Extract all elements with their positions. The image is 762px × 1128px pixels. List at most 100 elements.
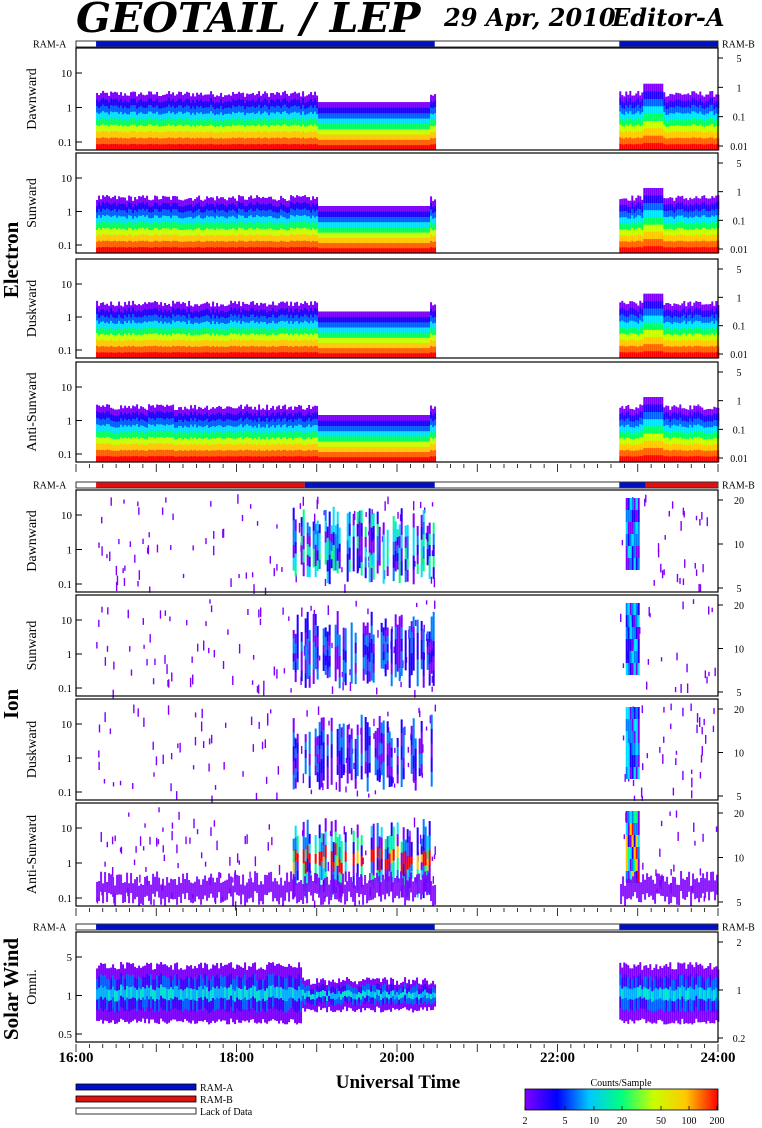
spectrogram-cell (354, 216, 357, 223)
spectrogram-cell (322, 144, 325, 151)
spectrogram-cell (100, 309, 103, 316)
spectrogram-cell (320, 128, 323, 135)
spectrogram-cell (250, 112, 253, 120)
spectrogram-cell (102, 233, 105, 241)
spectrogram-cell (184, 303, 187, 310)
spectrogram-cell (378, 144, 381, 151)
spectrogram-cell (675, 222, 678, 229)
spectrogram-cell (102, 110, 105, 118)
spectrogram-cell (292, 124, 295, 132)
spectrogram-cell (621, 210, 624, 218)
spectrogram-cell (322, 123, 325, 130)
spectrogram-cell (170, 340, 173, 348)
spectrogram-cell (653, 216, 656, 225)
spectrogram-cell (418, 144, 421, 151)
spectrogram-cell (282, 117, 285, 125)
spectrogram-cell (426, 216, 429, 223)
spectrogram-cell (715, 112, 718, 120)
spectrogram-cell (703, 96, 706, 104)
spectrogram-cell (250, 137, 253, 145)
spectrogram-cell (432, 212, 435, 219)
spectrogram-cell (348, 247, 351, 254)
spectrogram-cell (114, 227, 117, 235)
spectrogram-cell (290, 351, 293, 359)
spectrogram-cell (392, 118, 395, 124)
spectrogram-cell (322, 102, 325, 108)
spectrogram-cell (358, 211, 361, 217)
spectrogram-cell (136, 346, 139, 353)
spectrogram-cell (703, 114, 706, 121)
spectrogram-cell (298, 352, 301, 359)
spectrogram-cell (350, 134, 353, 140)
spectrogram-cell (226, 206, 229, 213)
spectrogram-cell (218, 346, 221, 353)
spectrogram-cell (238, 320, 241, 328)
spectrogram-cell (631, 143, 634, 151)
spectrogram-cell (252, 351, 255, 359)
spectrogram-cell (348, 226, 351, 233)
spectrogram-cell (266, 306, 269, 313)
spectrogram-cell (96, 124, 99, 132)
spectrogram-cell (677, 221, 680, 229)
spectrogram-cell (356, 206, 359, 212)
spectrogram-cell (284, 223, 287, 230)
spectrogram-cell (332, 118, 335, 124)
spectrogram-cell (685, 246, 688, 254)
spectrogram-cell (310, 111, 313, 119)
spectrogram-cell (320, 206, 323, 212)
spectrogram-cell (631, 201, 634, 209)
spectrogram-cell (300, 209, 303, 216)
spectrogram-cell (200, 241, 203, 248)
spectrogram-cell (643, 135, 646, 144)
spectrogram-cell (210, 197, 213, 204)
spectrogram-cell (208, 119, 211, 126)
spectrogram-cell (252, 118, 255, 126)
spectrogram-cell (194, 205, 197, 212)
spectrogram-cell (657, 120, 660, 129)
spectrogram-cell (244, 327, 247, 335)
spectrogram-cell (643, 142, 646, 151)
spectrogram-cell (182, 229, 185, 236)
spectrogram-cell (679, 93, 682, 101)
spectrogram-cell (312, 352, 315, 359)
spectrogram-cell (408, 128, 411, 135)
spectrogram-cell (368, 232, 371, 238)
spectrogram-cell (316, 196, 319, 204)
spectrogram-cell (404, 211, 407, 217)
spectrogram-cell (154, 307, 157, 315)
spectrogram-cell (302, 117, 305, 125)
spectrogram-cell (140, 111, 143, 119)
spectrogram-cell (659, 209, 662, 218)
spectrogram-cell (176, 125, 179, 132)
spectrogram-cell (98, 227, 101, 235)
spectrogram-cell (158, 310, 161, 317)
spectrogram-cell (128, 201, 131, 209)
spectrogram-cell (230, 222, 233, 229)
spectrogram-cell (186, 317, 189, 325)
spectrogram-cell (396, 211, 399, 217)
spectrogram-cell (130, 334, 133, 341)
spectrogram-cell (306, 321, 309, 328)
spectrogram-cell (390, 118, 393, 124)
spectrogram-cell (649, 209, 652, 218)
spectrogram-cell (160, 308, 163, 316)
spectrogram-cell (645, 113, 648, 122)
spectrogram-cell (318, 216, 321, 223)
spectrogram-cell (210, 203, 213, 211)
spectrogram-cell (266, 204, 269, 211)
spectrogram-cell (270, 310, 273, 318)
spectrogram-cell (278, 309, 281, 316)
spectrogram-cell (156, 333, 159, 340)
spectrogram-cell (300, 309, 303, 316)
spectrogram-cell (138, 246, 141, 254)
spectrogram-cell (274, 328, 277, 336)
spectrogram-cell (392, 134, 395, 140)
spectrogram-cell (707, 137, 710, 145)
spectrogram-cell (418, 221, 421, 228)
spectrogram-cell (362, 102, 365, 108)
spectrogram-cell (100, 345, 103, 353)
spectrogram-cell (386, 112, 389, 119)
spectrogram-cell (238, 313, 241, 321)
spectrogram-cell (643, 98, 646, 107)
spectrogram-cell (284, 302, 287, 310)
